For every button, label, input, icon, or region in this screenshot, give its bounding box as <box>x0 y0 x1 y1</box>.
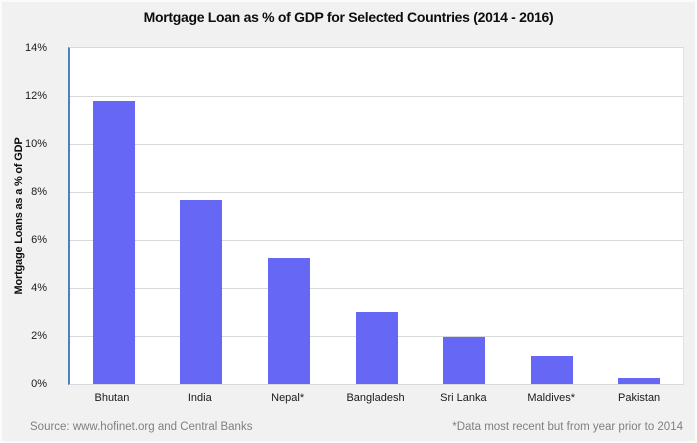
y-tick-label: 8% <box>31 186 47 198</box>
bar-slot <box>70 48 158 384</box>
y-tick-label: 4% <box>31 282 47 294</box>
bar-slot <box>158 48 246 384</box>
source-text: Source: www.hofinet.org and Central Bank… <box>30 421 253 433</box>
gridline <box>70 96 683 97</box>
y-tick-label: 0% <box>31 378 47 390</box>
footnote-text: *Data most recent but from year prior to… <box>452 421 683 433</box>
bar-slot <box>420 48 508 384</box>
y-axis-tick-labels: 0% 2% 4% 6% 8% 10% 12% 14% <box>2 42 47 390</box>
y-tick-label: 6% <box>31 234 47 246</box>
gridline <box>70 288 683 289</box>
x-axis-tick-labels: Bhutan India Nepal* Bangladesh Sri Lanka Mald… <box>68 392 683 404</box>
bar-maldives <box>530 356 573 384</box>
x-tick-label: Bangladesh <box>346 392 405 404</box>
y-tick-label: 2% <box>31 330 47 342</box>
gridline <box>70 144 683 145</box>
plot-area <box>68 47 684 385</box>
bar-nepal <box>267 258 310 384</box>
x-tick-label: Nepal* <box>271 392 305 404</box>
bar-pakistan <box>618 378 661 384</box>
x-tick-label: India <box>187 392 212 404</box>
bar-india <box>180 200 223 384</box>
x-tick-label: Sri Lanka <box>440 392 487 404</box>
y-tick-label: 14% <box>24 42 47 54</box>
bar-srilanka <box>443 337 486 384</box>
gridline <box>70 192 683 193</box>
bar-slot <box>595 48 683 384</box>
gridline <box>70 240 683 241</box>
chart-title: Mortgage Loan as % of GDP for Selected C… <box>143 9 554 25</box>
bar-bangladesh <box>355 312 398 384</box>
bars-row <box>70 48 683 384</box>
bar-slot <box>508 48 596 384</box>
x-tick-label: Maldives* <box>527 392 576 404</box>
x-tick-label: Pakistan <box>617 392 661 404</box>
bar-bhutan <box>92 100 135 384</box>
y-tick-label: 12% <box>24 90 47 102</box>
y-tick-label: 10% <box>24 138 47 150</box>
x-tick-label: Bhutan <box>94 392 130 404</box>
bar-slot <box>245 48 333 384</box>
bar-slot <box>333 48 421 384</box>
